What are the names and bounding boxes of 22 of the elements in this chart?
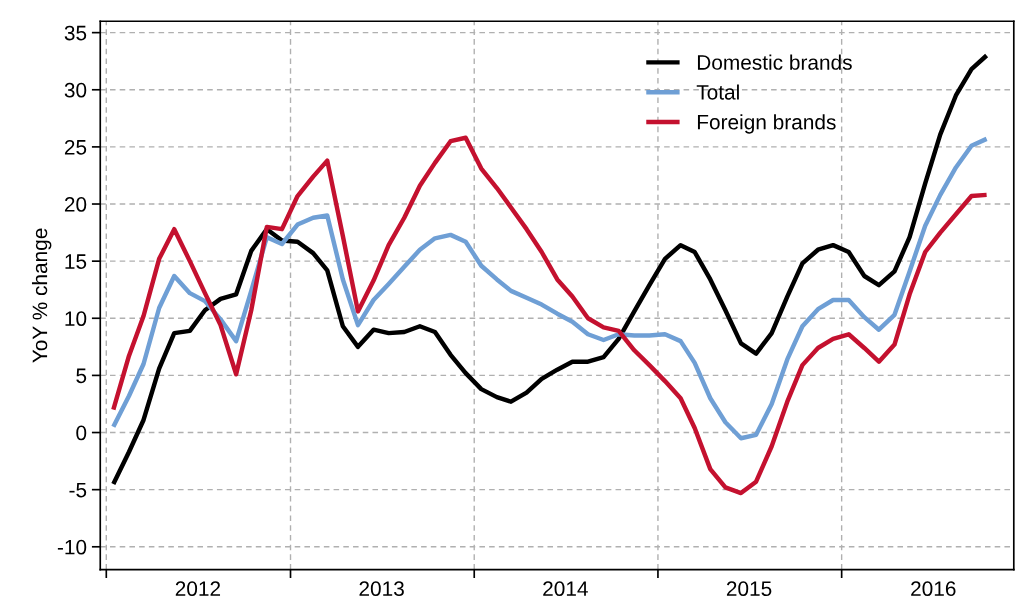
y-tick-label: 10 — [65, 311, 87, 327]
legend-label: Total — [696, 84, 739, 100]
line-series — [111, 136, 989, 441]
y-tick-label: 15 — [65, 254, 87, 269]
x-tick-label: 2015 — [726, 581, 772, 597]
legend-label: Domestic brands — [697, 54, 852, 70]
y-tick-label: -5 — [69, 482, 87, 498]
x-tick-label: 2013 — [359, 581, 404, 597]
x-tick-label: 2012 — [175, 581, 221, 597]
y-tick-label: 0 — [76, 425, 87, 441]
line-series — [111, 53, 989, 487]
y-tick-label: 5 — [76, 368, 87, 384]
legend-label: Foreign brands — [697, 114, 836, 134]
y-tick-label: 25 — [64, 139, 87, 155]
y-tick-label: 20 — [64, 197, 87, 212]
x-tick-label: 2016 — [911, 581, 956, 597]
y-tick-label: 30 — [64, 82, 87, 98]
y-axis-title: YoY % change — [31, 228, 52, 363]
x-tick-label: 2014 — [543, 581, 588, 597]
line-series — [111, 135, 989, 496]
y-tick-label: 35 — [64, 25, 87, 41]
y-tick-label: -10 — [57, 539, 87, 555]
